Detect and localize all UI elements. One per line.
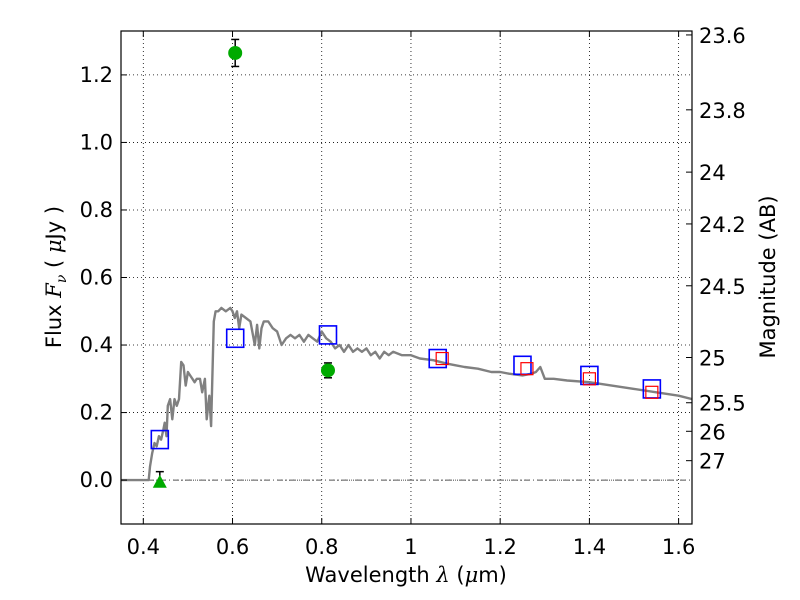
model-photometry-square <box>318 325 338 345</box>
y2-tick-label: 24 <box>699 161 726 185</box>
y-axis-ticks: 0.0 0.2 0.4 0.6 0.8 1.0 1.2 <box>80 63 127 492</box>
y2-tick-label: 23.8 <box>699 99 746 123</box>
observed-photometry-square <box>520 362 534 376</box>
model-photometry-square <box>513 355 532 376</box>
y2-tick-label: 26 <box>699 420 726 444</box>
y2-tick-label: 25 <box>699 346 726 370</box>
x-axis-ticks: 0.4 0.6 0.8 1 1.2 1.4 1.6 <box>127 31 695 559</box>
observed-photometry-square <box>435 351 449 366</box>
y-tick-label: 0.2 <box>80 401 113 425</box>
plot-frame <box>120 30 693 525</box>
y-tick-label: 1.2 <box>80 63 113 87</box>
detection-point <box>320 363 335 378</box>
detection-point <box>228 45 243 60</box>
y-axis-label: Flux Fν ( μJy ) <box>42 206 70 348</box>
x-tick-label: 1.6 <box>662 535 695 559</box>
model-photometry-square <box>150 429 170 450</box>
grid-lines <box>121 31 692 524</box>
y2-tick-label: 24.5 <box>699 275 746 299</box>
y-tick-label: 0.0 <box>80 468 113 492</box>
model-photometry-square <box>428 348 448 369</box>
x-tick-label: 1.4 <box>573 535 606 559</box>
upper-limit-triangle <box>152 474 167 488</box>
model-photometry-square <box>225 328 245 349</box>
plot-area <box>121 38 692 488</box>
model-sed-line <box>121 306 692 482</box>
y2-axis-label: Magnitude (AB) <box>756 195 780 358</box>
y-tick-label: 0.4 <box>80 333 113 357</box>
observed-photometry-square <box>582 372 596 386</box>
y2-tick-label: 23.6 <box>699 24 746 48</box>
x-axis-label: Wavelength λ (μm) <box>305 563 507 587</box>
y-tick-label: 1.0 <box>80 130 113 154</box>
y2-tick-label: 24.2 <box>699 213 746 237</box>
x-tick-label: 0.8 <box>305 535 338 559</box>
y2-axis-ticks: 23.6 23.8 24 24.2 24.5 25 25.5 26 27 <box>686 24 746 474</box>
x-tick-label: 0.4 <box>127 535 160 559</box>
y2-tick-label: 27 <box>699 450 726 474</box>
observed-photometry-square <box>645 385 659 399</box>
x-tick-label: 0.6 <box>216 535 249 559</box>
x-tick-label: 1 <box>404 535 417 559</box>
y-tick-label: 0.8 <box>80 198 113 222</box>
x-tick-label: 1.2 <box>483 535 516 559</box>
y-tick-label: 0.6 <box>80 266 113 290</box>
y2-tick-label: 25.5 <box>699 392 746 416</box>
